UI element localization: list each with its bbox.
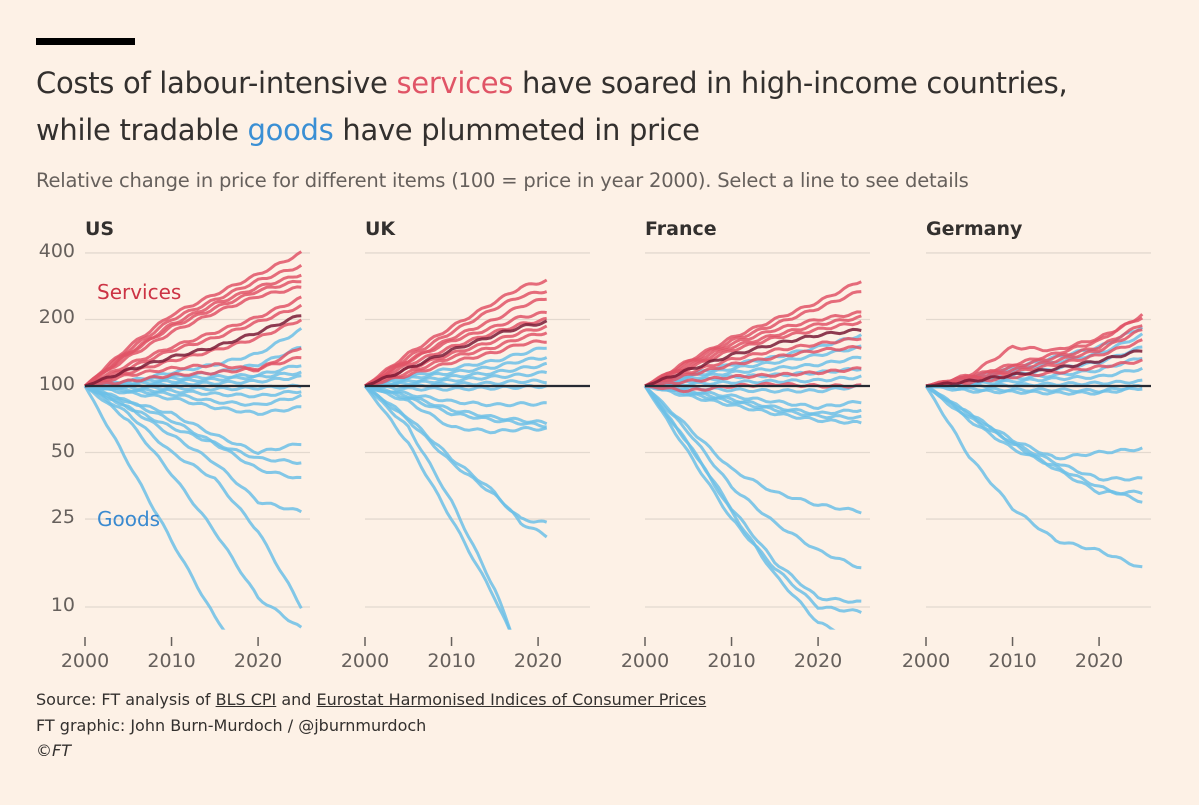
goods-line[interactable] [363, 384, 547, 672]
services-line[interactable] [644, 290, 862, 388]
panel-lines-uk [363, 278, 548, 674]
y-tick-label: 200 [38, 306, 75, 329]
panel-title-uk: UK [365, 218, 396, 240]
goods-line[interactable] [364, 384, 548, 539]
goods-line[interactable] [364, 384, 548, 435]
goods-line[interactable] [925, 384, 1143, 482]
y-tick-label: 400 [38, 239, 75, 262]
services-line[interactable] [364, 331, 548, 388]
goods-line[interactable] [363, 385, 547, 674]
chart-title-line-2: while tradable goods have plummeted in p… [36, 113, 700, 147]
services-line[interactable] [925, 324, 1143, 388]
panel-title-france: France [645, 218, 717, 240]
source-note: Source: FT analysis of BLS CPI and Euros… [36, 690, 706, 709]
goods-line[interactable] [84, 384, 302, 399]
y-tick-label: 100 [38, 373, 75, 395]
services-line[interactable] [644, 345, 862, 388]
title-text: while tradable [36, 113, 248, 147]
services-line[interactable] [364, 339, 547, 388]
goods-line[interactable] [364, 384, 547, 408]
services-line[interactable] [644, 310, 862, 388]
services-line-highlighted[interactable] [84, 314, 302, 388]
goods-line[interactable] [643, 384, 862, 515]
goods-line[interactable] [84, 384, 303, 514]
title-text: have soared in high-income countries, [513, 66, 1068, 100]
panel-title-us: US [85, 218, 115, 240]
x-tick-label: 2020 [1074, 650, 1124, 672]
graphic-credit: FT graphic: John Burn-Murdoch / @jburnmu… [36, 716, 427, 735]
goods-line[interactable] [364, 370, 548, 388]
title-text: have plummeted in price [333, 113, 700, 147]
services-line[interactable] [644, 280, 862, 388]
services-line[interactable] [364, 278, 548, 388]
title-goods-highlight: goods [247, 113, 334, 147]
y-tick-label: 10 [50, 594, 75, 616]
goods-line[interactable] [644, 384, 862, 420]
goods-line[interactable] [643, 384, 862, 570]
x-tick-label: 2010 [988, 650, 1037, 672]
goods-line[interactable] [84, 384, 303, 610]
goods-line[interactable] [925, 384, 1143, 504]
x-tick-label: 2000 [901, 650, 951, 672]
goods-line[interactable] [84, 384, 303, 629]
goods-line[interactable] [84, 384, 302, 480]
source-text: and [276, 690, 317, 709]
goods-line[interactable] [924, 385, 1143, 569]
source-text: Source: FT analysis of [36, 690, 216, 709]
x-tick-label: 2010 [147, 650, 196, 672]
services-line[interactable] [84, 263, 303, 388]
chart-subtitle: Relative change in price for different i… [36, 169, 969, 192]
x-tick-label: 2010 [427, 650, 476, 672]
services-line[interactable] [84, 295, 302, 388]
x-tick-label: 2000 [620, 650, 670, 672]
goods-line[interactable] [83, 385, 301, 722]
y-tick-label: 50 [50, 439, 75, 462]
title-text: Costs of labour-intensive [36, 66, 397, 100]
services-annotation: Services [97, 280, 182, 304]
y-tick-label: 25 [50, 506, 75, 529]
services-line[interactable] [925, 316, 1144, 388]
services-line[interactable] [84, 285, 302, 388]
services-line[interactable] [84, 356, 302, 388]
x-tick-label: 2020 [233, 650, 283, 672]
x-tick-label: 2010 [707, 650, 756, 672]
services-line-highlighted[interactable] [644, 327, 862, 388]
panel-lines-france [643, 280, 863, 642]
chart-title-line-1: Costs of labour-intensive services have … [36, 66, 1068, 100]
bls-cpi-link[interactable]: BLS CPI [215, 690, 277, 709]
goods-annotation: Goods [97, 507, 161, 531]
goods-line[interactable] [364, 384, 547, 429]
goods-line[interactable] [925, 384, 1143, 461]
title-services-highlight: services [396, 66, 514, 100]
panel-title-germany: Germany [926, 218, 1023, 240]
goods-line[interactable] [364, 384, 548, 426]
services-line[interactable] [364, 316, 547, 388]
panel-lines-germany [924, 313, 1144, 569]
eurostat-hicp-link[interactable]: Eurostat Harmonised Indices of Consumer … [316, 690, 707, 709]
x-tick-label: 2020 [793, 650, 843, 672]
goods-line[interactable] [643, 385, 861, 642]
services-line[interactable] [644, 320, 862, 388]
services-line-highlighted[interactable] [925, 349, 1143, 388]
goods-line[interactable] [84, 384, 302, 407]
services-line[interactable] [84, 279, 302, 388]
x-tick-label: 2020 [513, 650, 563, 672]
x-tick-label: 2000 [340, 650, 390, 672]
services-line[interactable] [644, 366, 862, 388]
goods-line[interactable] [84, 384, 302, 416]
copyright: ©FT [36, 741, 71, 760]
services-line-highlighted[interactable] [364, 319, 548, 388]
panel-lines-us [83, 250, 303, 722]
goods-line[interactable] [925, 384, 1143, 396]
x-tick-label: 2000 [60, 650, 110, 672]
ft-accent-bar [36, 38, 135, 45]
goods-line[interactable] [644, 384, 862, 425]
services-line[interactable] [364, 310, 547, 388]
